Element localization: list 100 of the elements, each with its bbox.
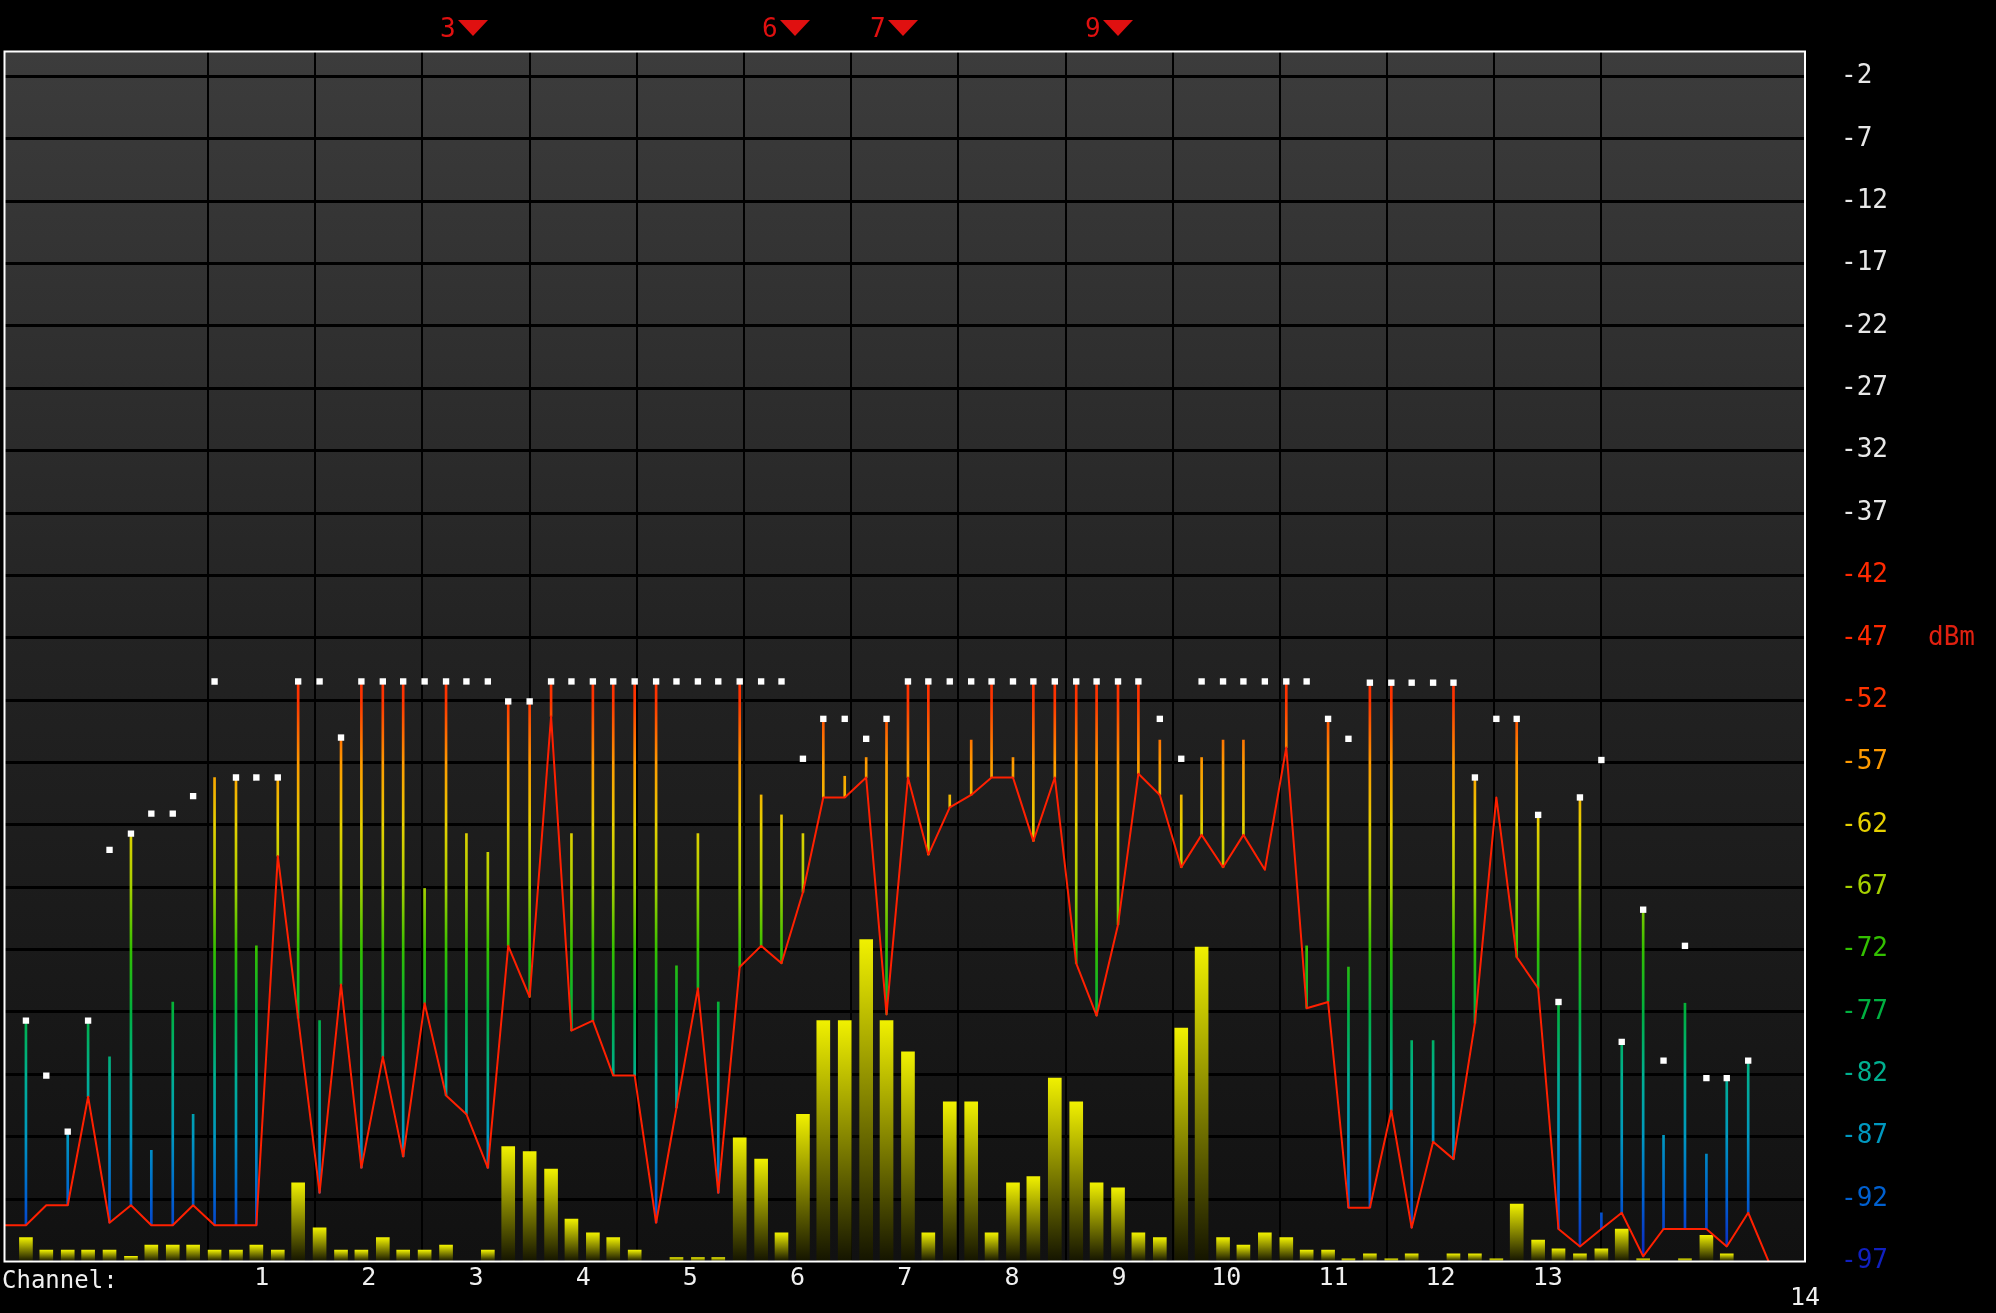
bar bbox=[544, 1168, 558, 1262]
x-tick-label: 3 bbox=[468, 1261, 484, 1291]
bar bbox=[606, 1237, 621, 1262]
bar bbox=[1242, 739, 1245, 836]
bar bbox=[1614, 1228, 1629, 1262]
y-tick-label: -82 bbox=[1841, 1057, 1888, 1088]
bar bbox=[921, 1232, 936, 1262]
bar bbox=[1174, 1027, 1189, 1262]
bar bbox=[570, 833, 573, 1031]
x-tick-label: 4 bbox=[575, 1261, 591, 1291]
bar bbox=[108, 1056, 111, 1224]
bar bbox=[942, 1101, 957, 1262]
bar bbox=[171, 1001, 175, 1226]
y-tick-label: -87 bbox=[1841, 1119, 1888, 1150]
bar bbox=[774, 1232, 789, 1262]
bar bbox=[969, 739, 973, 796]
bar bbox=[964, 1101, 979, 1262]
bar bbox=[144, 1244, 159, 1262]
x-tick-label: 5 bbox=[682, 1261, 698, 1291]
y-tick-label: -32 bbox=[1841, 433, 1888, 464]
bar bbox=[1347, 966, 1350, 1209]
bar bbox=[1006, 1182, 1020, 1262]
bar bbox=[186, 1244, 200, 1262]
bar bbox=[423, 888, 426, 1004]
y-tick-label: -62 bbox=[1841, 807, 1888, 838]
bar bbox=[375, 1237, 390, 1262]
y-tick-label: -67 bbox=[1841, 869, 1888, 900]
bar bbox=[1111, 1187, 1125, 1262]
bar bbox=[1531, 1239, 1545, 1262]
x-tick-label: 7 bbox=[897, 1261, 913, 1291]
bar bbox=[984, 1232, 999, 1262]
bar bbox=[1179, 794, 1183, 868]
bar bbox=[564, 1218, 579, 1262]
y-tick-label: -97 bbox=[1841, 1244, 1888, 1275]
bar bbox=[1026, 1176, 1041, 1262]
bar bbox=[1705, 1153, 1708, 1230]
y-tick-label: -47 bbox=[1841, 620, 1888, 651]
bar bbox=[732, 1137, 747, 1262]
bar bbox=[1600, 1212, 1603, 1230]
bar bbox=[780, 814, 783, 964]
bar bbox=[816, 1020, 831, 1262]
y-tick-label: -27 bbox=[1841, 371, 1888, 402]
bar bbox=[675, 965, 678, 1109]
bar bbox=[1699, 1234, 1714, 1262]
bar bbox=[1089, 1182, 1104, 1262]
x-tick-label: 9 bbox=[1111, 1261, 1127, 1291]
y-tick-label: -52 bbox=[1841, 682, 1888, 713]
bar bbox=[318, 1020, 321, 1194]
y-tick-label: -37 bbox=[1841, 495, 1888, 526]
bar bbox=[19, 1237, 33, 1262]
bar bbox=[465, 833, 468, 1115]
x-tick-label: 13 bbox=[1532, 1261, 1563, 1291]
x-tick-label: 6 bbox=[790, 1261, 806, 1291]
x-tick-label: 12 bbox=[1425, 1261, 1456, 1291]
y-tick-label: -12 bbox=[1841, 184, 1888, 215]
bar bbox=[1200, 757, 1203, 836]
text: 6 bbox=[762, 13, 778, 43]
bar bbox=[1410, 1040, 1414, 1229]
bar bbox=[1047, 1077, 1062, 1262]
y-tick-label: -92 bbox=[1841, 1181, 1888, 1212]
bar bbox=[522, 1151, 537, 1262]
bar bbox=[501, 1146, 516, 1262]
bar bbox=[859, 939, 873, 1262]
text: 9 bbox=[1085, 13, 1101, 43]
bar bbox=[901, 1051, 915, 1262]
y-tick-label: -2 bbox=[1841, 59, 1873, 90]
x-tick-label: 2 bbox=[361, 1261, 377, 1291]
y-tick-label: -42 bbox=[1841, 558, 1888, 589]
bar bbox=[1509, 1203, 1524, 1262]
bar bbox=[312, 1227, 327, 1262]
bar bbox=[948, 794, 952, 808]
y-tick-label: -22 bbox=[1841, 308, 1888, 339]
bar bbox=[165, 1244, 180, 1262]
bar bbox=[255, 945, 258, 1226]
bar bbox=[1131, 1232, 1146, 1262]
bar bbox=[150, 1150, 153, 1226]
y-axis-title: dBm bbox=[1928, 620, 1975, 651]
bar bbox=[716, 1001, 720, 1194]
text: 14 bbox=[1790, 1281, 1821, 1311]
bar bbox=[1158, 739, 1162, 796]
y-tick-label: -72 bbox=[1841, 932, 1888, 963]
bar bbox=[1279, 1237, 1294, 1262]
bar bbox=[1662, 1135, 1665, 1230]
x-tick-label: 8 bbox=[1004, 1261, 1020, 1291]
bar bbox=[1152, 1237, 1167, 1262]
y-tick-label: -77 bbox=[1841, 994, 1888, 1025]
x-tick-label: 11 bbox=[1318, 1261, 1349, 1291]
x-tick-label: 10 bbox=[1211, 1261, 1242, 1291]
bar bbox=[586, 1232, 600, 1262]
x-tick-label: 1 bbox=[254, 1261, 270, 1291]
text: 3 bbox=[440, 13, 456, 43]
bar bbox=[796, 1113, 810, 1262]
bar bbox=[1216, 1237, 1230, 1262]
y-tick-label: -57 bbox=[1841, 745, 1888, 776]
bar bbox=[1194, 946, 1209, 1262]
bar bbox=[837, 1020, 852, 1262]
bar bbox=[754, 1158, 768, 1262]
bar bbox=[1258, 1232, 1272, 1262]
bar bbox=[879, 1020, 894, 1262]
text: 7 bbox=[870, 13, 886, 43]
